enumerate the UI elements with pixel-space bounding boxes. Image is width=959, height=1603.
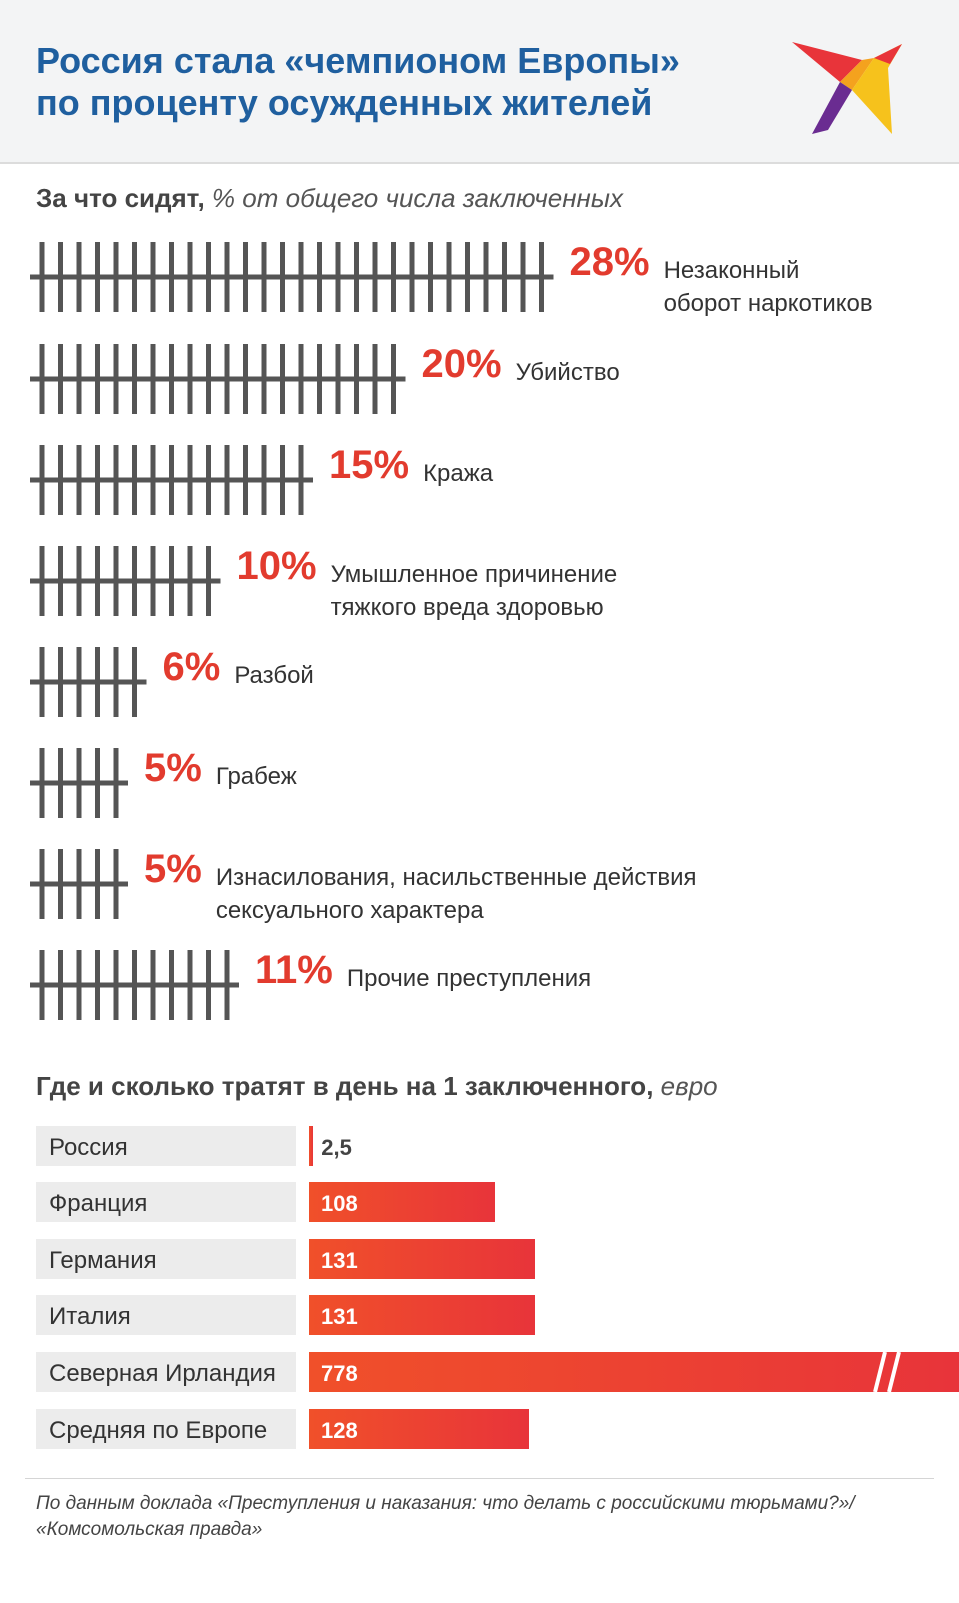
spending-heading-italic: евро — [660, 1071, 718, 1101]
country-label: Россия — [36, 1126, 296, 1166]
tally-marks — [30, 849, 128, 919]
crimes-heading-italic: % от общего числа заключенных — [211, 183, 623, 213]
country-label: Германия — [36, 1239, 296, 1279]
crime-row: 20% Убийство — [0, 342, 959, 422]
spending-value-label: 131 — [321, 1304, 358, 1329]
percent-label: 5% — [144, 847, 202, 891]
crime-label: Незаконный оборот наркотиков — [663, 257, 873, 317]
logo-body-yellow — [852, 44, 902, 134]
country-label: Италия — [36, 1295, 296, 1335]
spending-row: Италия 131 — [36, 1295, 959, 1335]
spending-row: Средняя по Европе 128 — [36, 1409, 959, 1449]
crime-row: 15% Кража — [0, 443, 959, 523]
logo-wing-red — [792, 42, 862, 82]
country-label: Северная Ирландия — [36, 1352, 296, 1392]
tally-marks — [30, 647, 147, 717]
axis-break-stroke — [873, 1352, 887, 1392]
crime-label: Разбой — [234, 662, 314, 689]
page-title: Россия стала «чемпионом Европы» по проце… — [36, 40, 680, 124]
percent-label: 11% — [255, 948, 333, 992]
logo-tail-purple — [812, 82, 852, 134]
spending-section-heading: Где и сколько тратят в день на 1 заключе… — [36, 1071, 718, 1102]
crime-label: Кража — [423, 460, 494, 487]
crimes-section-heading: За что сидят, % от общего числа заключен… — [36, 183, 623, 214]
crime-row: 10% Умышленное причинение тяжкого вреда з… — [0, 544, 959, 624]
spending-bar — [309, 1182, 495, 1222]
header: Россия стала «чемпионом Европы» по проце… — [0, 0, 959, 164]
bird-logo-icon — [792, 42, 902, 134]
spending-value-label: 778 — [321, 1361, 358, 1386]
percent-label: 6% — [162, 645, 221, 689]
page-title-line1: Россия стала «чемпионом Европы» — [36, 40, 680, 81]
country-label: Франция — [36, 1182, 296, 1222]
spending-value-label: 128 — [321, 1418, 358, 1443]
percent-label: 28% — [569, 240, 650, 284]
footer-divider — [25, 1478, 934, 1479]
crimes-heading-bold: За что сидят, — [36, 183, 205, 213]
logo-wing-orange — [840, 58, 874, 90]
spending-bar — [309, 1409, 530, 1449]
spending-bar — [309, 1295, 535, 1335]
logo-head-red — [874, 44, 902, 64]
crime-label: Прочие преступления — [346, 965, 592, 992]
spending-value-label: 131 — [321, 1248, 358, 1273]
percent-label: 5% — [144, 746, 202, 790]
spending-row: Германия 131 — [36, 1239, 959, 1279]
tally-marks — [30, 546, 221, 616]
spending-row: Россия 2,5 — [36, 1126, 959, 1166]
source-note: По данным доклада «Преступления и наказа… — [36, 1493, 855, 1540]
tally-marks — [30, 950, 239, 1020]
spending-row: Франция 108 — [36, 1182, 959, 1222]
crime-label: Умышленное причинение тяжкого вреда здор… — [330, 561, 618, 621]
page-title-line2: по проценту осужденных жителей — [36, 82, 653, 123]
spending-value-label: 108 — [321, 1191, 358, 1216]
crime-row: 28% Незаконный оборот наркотиков — [0, 240, 959, 320]
percent-label: 10% — [236, 544, 317, 588]
tally-marks — [30, 748, 128, 818]
crime-row: 5% Изнасилования, насильственные действия… — [0, 847, 959, 927]
axis-break-icon — [873, 1352, 901, 1392]
crime-label: Убийство — [515, 359, 620, 386]
spending-bar — [309, 1126, 314, 1166]
spending-row: Северная Ирландия 778 — [36, 1352, 959, 1392]
spending-value-label: 2,5 — [321, 1135, 352, 1160]
spending-bar — [309, 1239, 535, 1279]
tally-marks — [30, 344, 406, 414]
percent-label: 15% — [329, 443, 410, 487]
tally-marks — [30, 445, 313, 515]
spending-bar — [309, 1352, 959, 1392]
crime-row: 5% Грабеж — [0, 746, 959, 826]
crime-label: Изнасилования, насильственные действия с… — [215, 864, 697, 924]
tally-marks — [30, 242, 554, 312]
country-label: Средняя по Европе — [36, 1409, 296, 1449]
crime-label: Грабеж — [215, 763, 297, 790]
percent-label: 20% — [421, 342, 502, 386]
crime-row: 6% Разбой — [0, 645, 959, 725]
spending-heading-bold: Где и сколько тратят в день на 1 заключе… — [36, 1071, 654, 1101]
crime-row: 11% Прочие преступления — [0, 948, 959, 1028]
axis-break-stroke — [887, 1352, 901, 1392]
